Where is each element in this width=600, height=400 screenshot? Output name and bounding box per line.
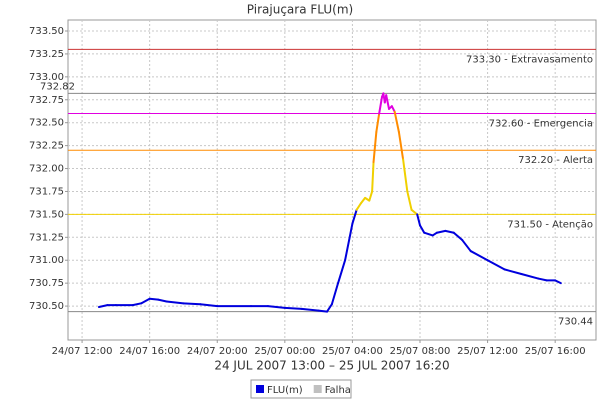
line-segment [355,202,362,211]
legend-label: Falha [325,385,351,396]
line-segment [444,229,455,234]
x-tick-label: 24/07 16:00 [119,346,180,357]
line-segment [537,277,548,282]
y-tick-label: 731.00 [29,255,64,266]
line-segment [486,259,506,271]
line-segment [199,303,219,308]
threshold-label: 733.30 - Extravasamento [466,54,593,65]
line-segment [416,213,421,227]
chart-title: Pirajuçara FLU(m) [247,3,353,17]
line-segment [378,96,383,115]
line-segment [410,208,419,216]
x-tick-label: 25/07 00:00 [254,346,315,357]
threshold-label: 732.60 - Emergencia [489,119,593,130]
y-tick-label: 731.75 [29,186,64,197]
line-segment [165,300,185,305]
y-tick-label: 733.50 [29,26,64,37]
x-tick-label: 25/07 04:00 [322,346,383,357]
line-segment [520,272,540,280]
line-segment [283,306,303,310]
line-segment [375,112,381,133]
line-segment [368,190,374,202]
legend-box [250,379,352,399]
line-segment [419,224,426,234]
y-tick-label: 732.25 [29,141,64,152]
line-segment [148,297,160,301]
x-tick-label: 24/07 12:00 [52,346,113,357]
line-segment [157,298,168,303]
line-segment [359,196,367,205]
chart-subtitle: 24 JUL 2007 13:00 – 25 JUL 2007 16:20 [214,359,449,373]
threshold-label: 731.50 - Atenção [507,219,593,230]
line-segment [317,309,329,313]
line-segment [131,302,143,307]
line-segment [452,231,464,242]
line-segment [469,250,489,262]
line-segment [351,208,358,225]
y-tick-label: 733.00 [29,72,64,83]
legend-swatch [256,385,264,393]
line-segment [435,229,447,234]
x-tick-label: 25/07 16:00 [525,346,586,357]
line-segment [337,259,347,285]
line-segment [266,305,286,309]
y-tick-label: 731.50 [29,209,64,220]
line-segment [140,297,151,305]
line-segment [385,94,391,110]
min-label: 730.44 [558,317,593,328]
y-tick-label: 732.50 [29,118,64,129]
y-tick-label: 730.75 [29,278,64,289]
line-segment [393,110,400,133]
x-tick-label: 25/07 12:00 [457,346,518,357]
line-segment [390,105,396,113]
line-segment [402,158,409,193]
legend-label: FLU(m) [267,385,303,396]
line-segment [182,302,202,306]
line-segment [461,239,472,253]
y-tick-label: 733.25 [29,49,64,60]
line-segment [406,190,413,211]
line-segment [326,303,333,313]
line-segment [423,231,434,237]
line-segment [330,282,340,306]
line-segment [397,130,405,161]
x-tick-label: 24/07 20:00 [187,346,248,357]
line-segment [300,307,320,312]
threshold-label: 732.20 - Alerta [518,155,593,166]
x-tick-label: 25/07 08:00 [390,346,451,357]
line-segment [371,161,375,193]
y-tick-label: 732.00 [29,164,64,175]
y-tick-label: 731.25 [29,232,64,243]
legend-swatch [313,385,322,393]
plot-area [67,19,597,341]
line-segment [503,268,523,275]
line-segment [97,304,109,308]
y-tick-label: 732.75 [29,95,64,106]
line-segment [554,279,562,285]
line-segment [344,222,354,262]
y-tick-label: 730.50 [29,301,64,312]
line-segment [372,130,378,164]
max-label: 732.82 [40,81,75,92]
